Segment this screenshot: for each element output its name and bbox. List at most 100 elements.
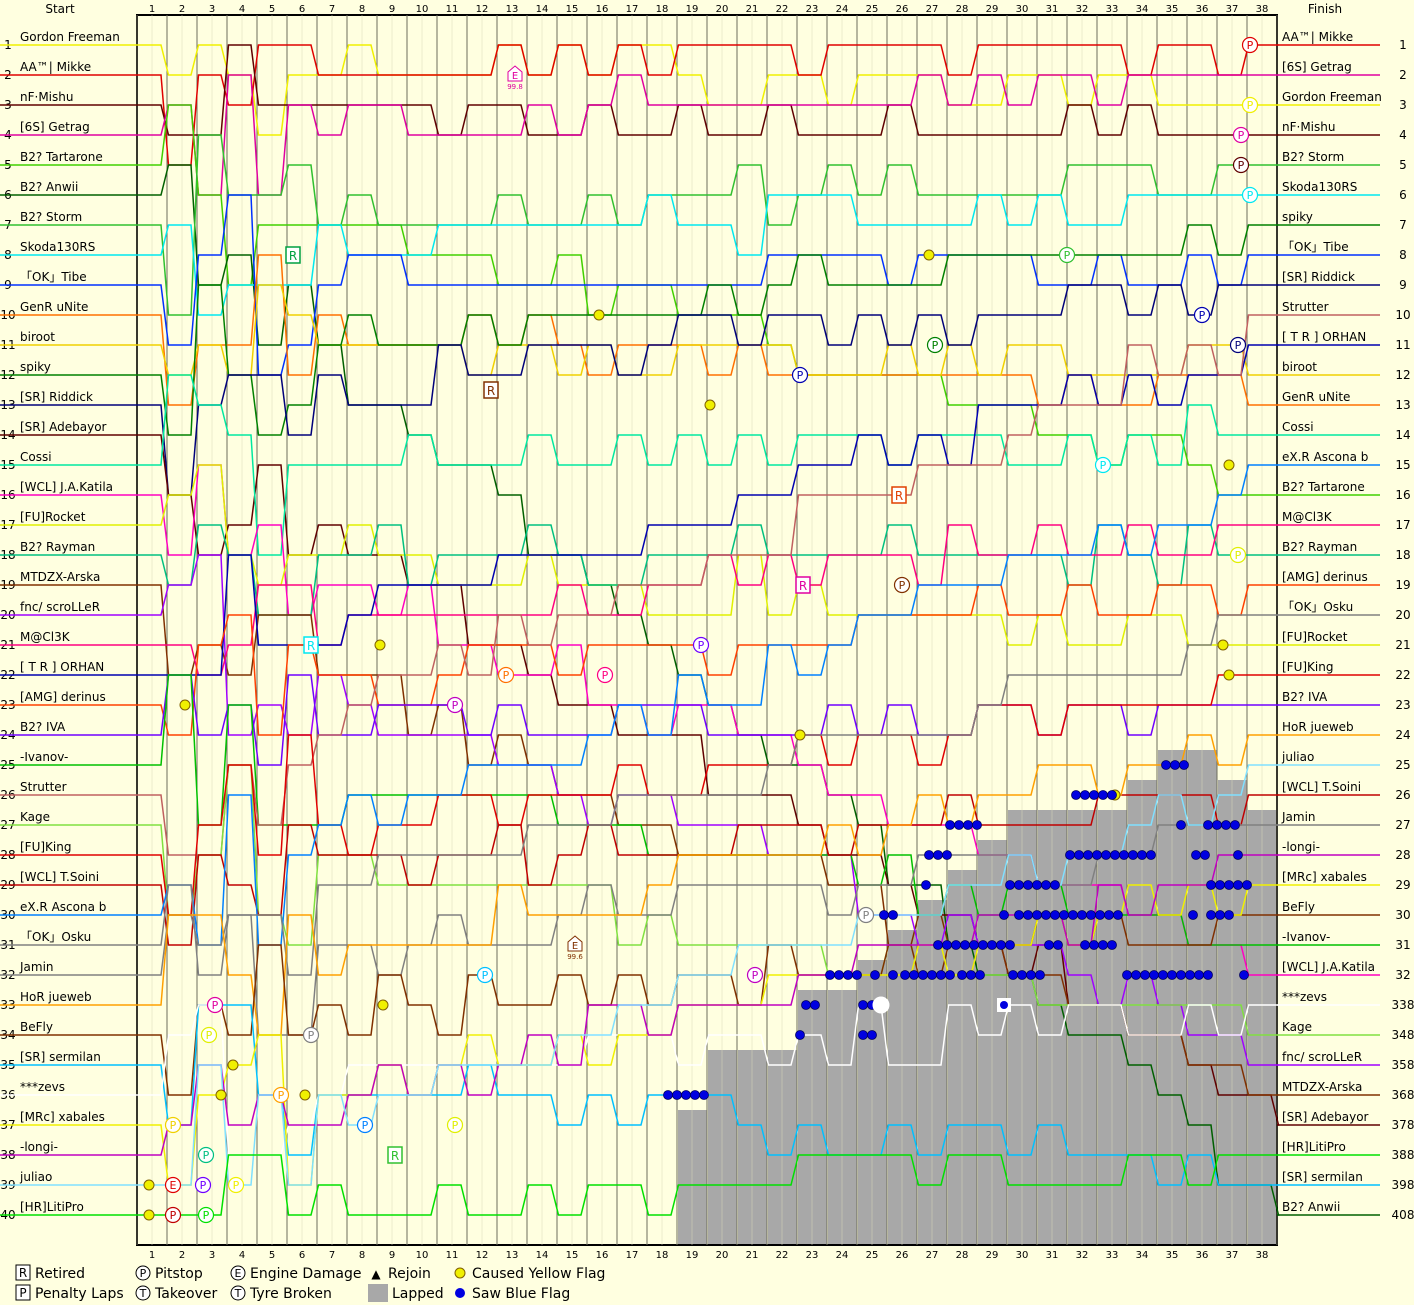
- finish-position-label: 338: [1392, 998, 1414, 1012]
- blue-flag-marker: [1032, 880, 1042, 890]
- lap-tick-top: 14: [536, 4, 549, 15]
- pitstop-marker: [197, 1146, 215, 1164]
- race-events: R R R R R R P P P P P P P P P P P P P P P P P P P P P P P P P P P P P P P P E E…: [143, 36, 1259, 1224]
- finish-name-label: Cossi: [1282, 420, 1314, 434]
- pitstop-marker-label: P: [797, 369, 804, 382]
- lapped-area: [678, 750, 1277, 1245]
- blue-flag-marker: [1074, 850, 1084, 860]
- pitstop-marker-label: P: [932, 339, 939, 352]
- finish-position-label: 14: [1395, 428, 1410, 442]
- blue-flag-marker: [1098, 940, 1108, 950]
- finish-position-label: 368: [1392, 1088, 1414, 1102]
- finish-name-label: [HR]LitiPro: [1282, 1140, 1346, 1154]
- start-name-label: 「OK」Tibe: [20, 270, 87, 284]
- start-name-label: Kage: [20, 810, 50, 824]
- lapped-block: [798, 990, 827, 1245]
- lap-tick-top: 36: [1196, 4, 1209, 15]
- blue-flag-marker: [1215, 880, 1225, 890]
- finish-name-label: [WCL] T.Soini: [1282, 780, 1361, 794]
- finish-position-label: 378: [1392, 1118, 1414, 1132]
- lapped-block: [708, 1050, 737, 1245]
- lap-tick-bottom: 8: [359, 1250, 365, 1261]
- blue-flag-marker: [960, 940, 970, 950]
- lap-tick-top: 3: [209, 4, 215, 15]
- finish-position-label: 12: [1395, 368, 1410, 382]
- blue-flag-marker: [1200, 850, 1210, 860]
- yellow-flag-marker: [377, 999, 389, 1011]
- series-line: [137, 44, 1279, 166]
- legend-symbol-circle: [230, 1265, 246, 1281]
- blue-flag-marker: [1014, 910, 1024, 920]
- legend: R Retired P Penalty Laps P Pitstop T Takeover E E…: [15, 1264, 605, 1302]
- lap-tick-bottom: 32: [1076, 1250, 1089, 1261]
- lap-tick-top: 17: [626, 4, 639, 15]
- series-line: [137, 224, 1279, 436]
- blue-flag-marker: [1083, 850, 1093, 860]
- lap-tick-top: 25: [866, 4, 879, 15]
- series-line: [137, 284, 1279, 496]
- start-name-label: [WCL] T.Soini: [20, 870, 99, 884]
- lap-tick-top: 23: [806, 4, 819, 15]
- finish-name-label: Kage: [1282, 1020, 1312, 1034]
- pitstop-marker: [497, 666, 515, 684]
- blue-flag-marker: [810, 1000, 820, 1010]
- finish-name-label: [SR] Adebayor: [1282, 1110, 1369, 1124]
- legend-symbol-box: [15, 1284, 31, 1301]
- start-header: Start: [45, 2, 75, 16]
- finish-position-label: 26: [1395, 788, 1410, 802]
- pitstop-marker: [164, 1206, 182, 1224]
- lapped-block: [1008, 810, 1037, 1245]
- start-name-label: [WCL] J.A.Katila: [20, 480, 113, 494]
- pitstop-marker: [926, 336, 944, 354]
- rejoin-box-dot: [1000, 1001, 1008, 1009]
- series-line: [137, 614, 1279, 976]
- legend-label: Lapped: [392, 1286, 444, 1302]
- blue-flag-marker: [1077, 910, 1087, 920]
- blue-flag-marker: [888, 910, 898, 920]
- lap-tick-bottom: 18: [656, 1250, 669, 1261]
- retired-marker-label: R: [895, 489, 903, 503]
- blue-flag-marker: [1092, 850, 1102, 860]
- blue-flag-marker: [1239, 970, 1249, 980]
- legend-symbol: ▲: [371, 1267, 381, 1281]
- retired-marker: [891, 486, 907, 504]
- pitstop-marker-label: P: [278, 1089, 285, 1102]
- blue-flag-marker: [969, 940, 979, 950]
- lap-tick-top: 29: [986, 4, 999, 15]
- blue-flag-marker: [1131, 970, 1141, 980]
- pitstop-marker: [302, 1026, 320, 1044]
- finish-position-label: 6: [1399, 188, 1407, 202]
- blue-flag-marker: [900, 970, 910, 980]
- penalty-marker-label: E: [170, 1179, 177, 1192]
- lap-tick-top: 31: [1046, 4, 1059, 15]
- finish-name-label: [SR] Riddick: [1282, 270, 1355, 284]
- pitstop-marker: [200, 1026, 218, 1044]
- blue-flag-marker: [1050, 880, 1060, 890]
- lap-tick-top: 15: [566, 4, 579, 15]
- finish-name-label: B2? IVA: [1282, 690, 1328, 704]
- blue-flag-marker: [1206, 880, 1216, 890]
- blue-flag-marker: [1089, 790, 1099, 800]
- start-name-label: B2? Tartarone: [20, 150, 103, 164]
- finish-name-label: 「OK」Osku: [1282, 600, 1353, 614]
- finish-name-label: 「OK」Tibe: [1282, 240, 1349, 254]
- lap-tick-bottom: 3: [209, 1250, 215, 1261]
- blue-flag-marker: [858, 1030, 868, 1040]
- start-name-label: [SR] sermilan: [20, 1050, 101, 1064]
- blue-flag-marker: [1008, 970, 1018, 980]
- blue-flag-marker: [1053, 940, 1063, 950]
- pitstop-marker: [1232, 156, 1250, 174]
- pitstop-marker: [476, 966, 494, 984]
- start-name-label: fnc/ scroLLeR: [20, 600, 100, 614]
- legend-symbol-circle: [230, 1285, 246, 1301]
- finish-name-label: Gordon Freeman: [1282, 90, 1382, 104]
- start-name-label: [FU]Rocket: [20, 510, 86, 524]
- lap-tick-bottom: 38: [1256, 1250, 1269, 1261]
- legend-symbol: E: [235, 1267, 242, 1280]
- series-line: [137, 314, 1279, 856]
- lap-tick-bottom: 29: [986, 1250, 999, 1261]
- pitstop-marker-label: P: [503, 669, 510, 682]
- lap-tick-bottom: 27: [926, 1250, 939, 1261]
- pitstop-marker: [1232, 126, 1250, 144]
- blue-flag-marker: [999, 910, 1009, 920]
